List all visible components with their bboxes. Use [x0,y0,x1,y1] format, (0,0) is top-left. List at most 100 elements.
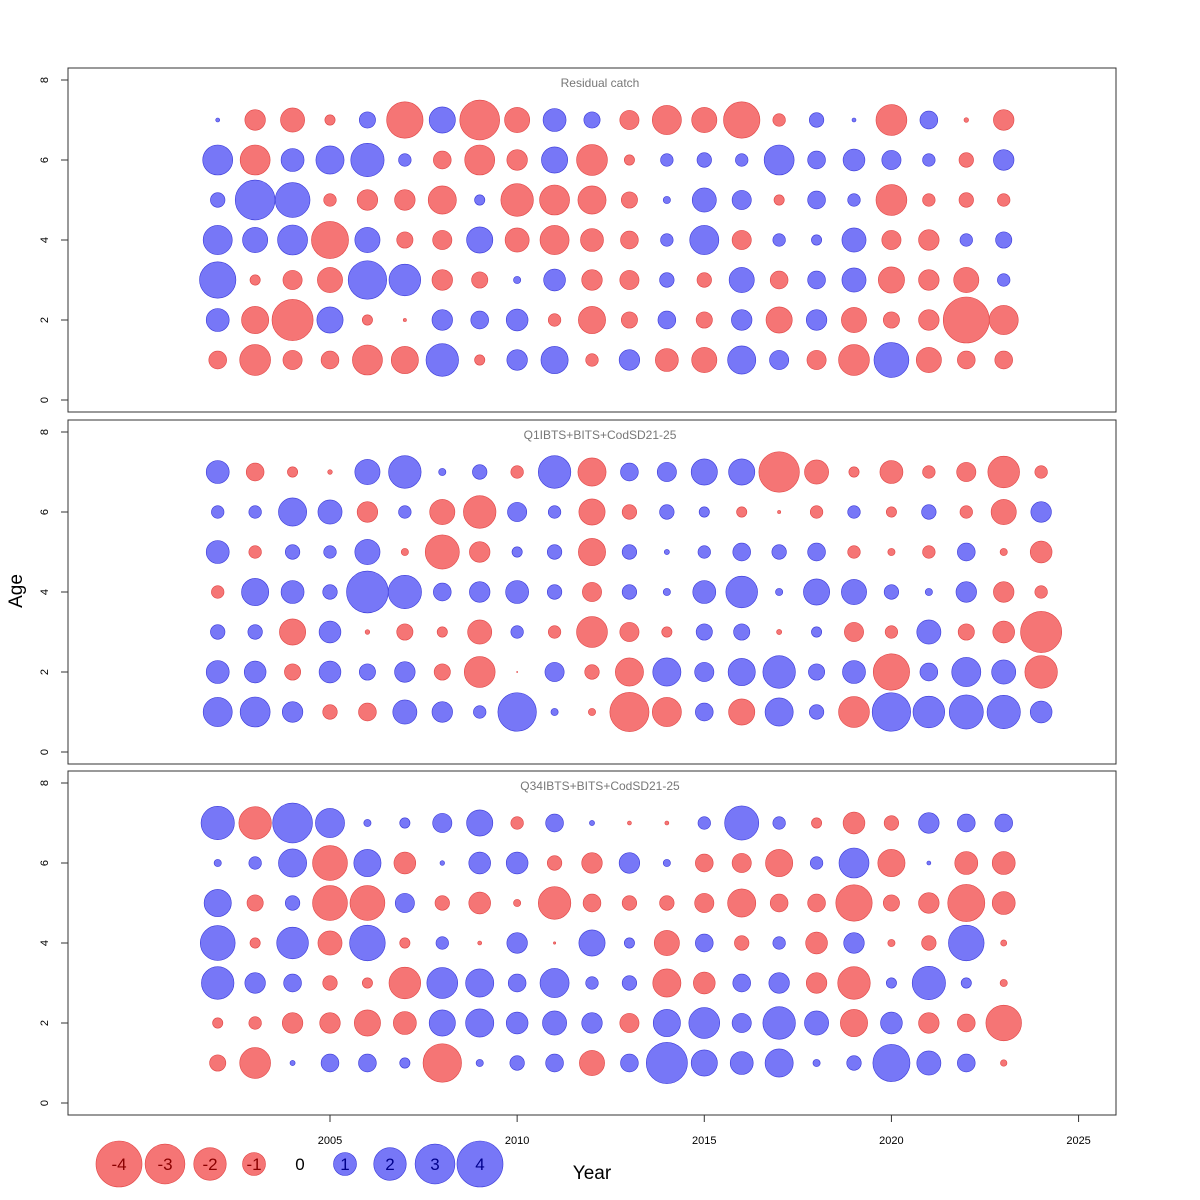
x-axis-title: Year [573,1163,612,1184]
x-axis: 2005 2010 2015 2020 2025 [318,1114,1091,1147]
bubbles [199,99,1019,378]
bubble [312,885,348,921]
bubble [247,624,263,640]
bubble [883,584,900,600]
legend-bubble [373,1147,407,1181]
bubble [695,702,714,722]
bubble [516,671,519,673]
bubble [200,806,235,840]
bubble [577,185,607,215]
bubble [957,623,975,641]
bubble [542,1010,567,1036]
bubble [468,851,491,875]
bubble [882,311,900,329]
bubble [763,144,795,176]
bubble [921,935,937,951]
legend-label: -3 [157,1155,172,1174]
bubble [210,624,226,640]
bubble [394,189,416,211]
bubble [505,580,529,604]
bubble [399,1057,411,1069]
bubble [851,117,857,123]
bubble [513,899,522,907]
bubble [881,150,902,170]
bubble [887,939,896,947]
bubble [319,1012,341,1034]
y-tick-label: 4 [39,940,51,946]
bubble [803,578,830,606]
bubble [317,267,343,293]
legend-bubble [193,1147,227,1181]
bubble [991,851,1016,875]
bubble [349,885,386,921]
bubble [276,926,309,960]
bubble [465,1008,495,1038]
legend-bubble [456,1140,504,1188]
bubble [986,695,1021,729]
bubble [772,233,786,247]
bubble [539,184,570,216]
bubble [473,705,487,719]
bubble [547,313,562,327]
bubble [315,808,345,838]
bubble [1000,1059,1008,1067]
bubble-size-legend: -4 -3 -2 -1 0 1 2 3 4 [95,1140,504,1188]
bubble [695,933,714,953]
bubble [837,966,871,1000]
bubble [840,1009,868,1037]
bubble [877,849,906,877]
bubble [689,225,720,255]
bubble [388,455,422,489]
bubble [507,502,528,522]
panel-title: Q1IBTS+BITS+CodSD21-25 [524,428,677,442]
bubble [1034,585,1048,599]
legend-label: 1 [340,1155,349,1174]
bubble [835,884,873,922]
bubble [993,149,1015,171]
bubble [957,1053,976,1073]
bubble [539,968,570,998]
bubble [727,658,756,686]
bubble [807,190,826,210]
bubble [948,924,985,962]
bubble [807,893,826,913]
bubble [694,893,715,913]
bubble [727,345,757,375]
bubble [1020,611,1063,653]
panel-title: Q34IBTS+BITS+CodSD21-25 [520,779,680,793]
bubble [769,350,790,370]
bubble [581,269,603,291]
bubble [621,584,638,600]
bubble [358,702,377,722]
bubble [396,623,414,641]
bubble [999,548,1008,556]
bubble [878,266,905,294]
y-axis-title: Age [6,574,27,608]
bubble [918,309,940,331]
bubble [621,504,638,520]
legend-label: -4 [111,1155,126,1174]
bubble [808,112,825,128]
bubble [550,708,559,716]
bubble [688,1007,721,1039]
bubble [732,973,751,993]
bubble [387,575,422,609]
bubble [426,967,459,999]
bubble [249,274,261,286]
y-axis: 0 2 4 6 8 [39,780,69,1106]
bubble [620,462,639,482]
bubble [436,626,448,638]
bubble [661,626,673,638]
bubble [619,270,640,290]
bubble [652,968,682,998]
bubble [725,575,758,609]
legend-bubble [242,1152,266,1176]
bubble [578,538,606,566]
bubble [728,267,755,293]
bubble [282,350,303,370]
bubble [953,267,980,293]
bubble [994,813,1013,833]
bubble [277,224,308,256]
bubble [510,625,524,639]
